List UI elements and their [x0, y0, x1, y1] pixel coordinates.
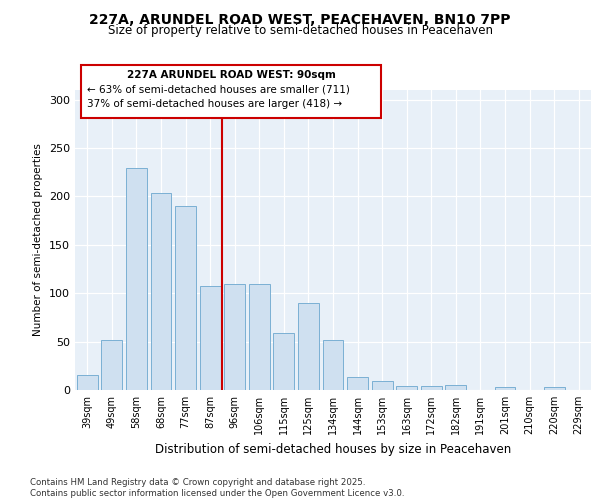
- Text: 227A ARUNDEL ROAD WEST: 90sqm: 227A ARUNDEL ROAD WEST: 90sqm: [127, 70, 335, 80]
- Text: ← 63% of semi-detached houses are smaller (711): ← 63% of semi-detached houses are smalle…: [87, 85, 350, 95]
- Bar: [126, 168, 147, 390]
- Bar: [224, 284, 245, 390]
- Text: 37% of semi-detached houses are larger (418) →: 37% of semi-detached houses are larger (…: [87, 99, 342, 109]
- Text: 227A, ARUNDEL ROAD WEST, PEACEHAVEN, BN10 7PP: 227A, ARUNDEL ROAD WEST, PEACEHAVEN, BN1…: [89, 12, 511, 26]
- Bar: [200, 286, 221, 390]
- Bar: [101, 340, 122, 390]
- Text: Size of property relative to semi-detached houses in Peacehaven: Size of property relative to semi-detach…: [107, 24, 493, 37]
- Bar: [274, 333, 295, 390]
- Bar: [494, 387, 515, 390]
- Bar: [77, 374, 98, 390]
- Bar: [323, 340, 343, 390]
- Bar: [371, 382, 392, 390]
- X-axis label: Distribution of semi-detached houses by size in Peacehaven: Distribution of semi-detached houses by …: [155, 442, 511, 456]
- Bar: [421, 386, 442, 390]
- Bar: [151, 192, 172, 390]
- Bar: [445, 385, 466, 390]
- Bar: [544, 387, 565, 390]
- Bar: [347, 378, 368, 390]
- Bar: [298, 303, 319, 390]
- Bar: [396, 386, 417, 390]
- Bar: [249, 284, 270, 390]
- Bar: [175, 206, 196, 390]
- Y-axis label: Number of semi-detached properties: Number of semi-detached properties: [34, 144, 43, 336]
- Text: Contains HM Land Registry data © Crown copyright and database right 2025.
Contai: Contains HM Land Registry data © Crown c…: [30, 478, 404, 498]
